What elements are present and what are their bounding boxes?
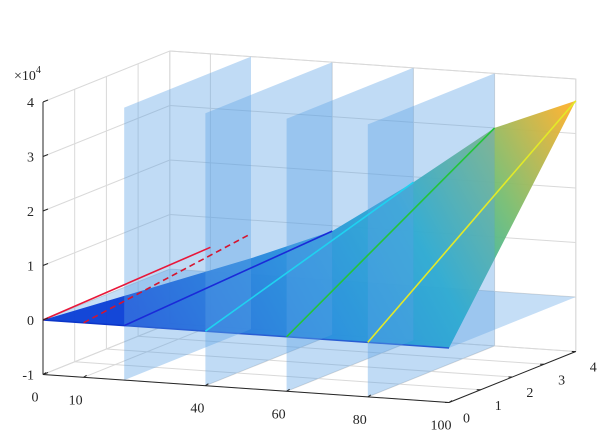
x-plane (286, 67, 414, 392)
x-tick-label: 80 (353, 413, 367, 428)
y-tick-label: 0 (463, 412, 470, 427)
z-tick-label: -1 (22, 369, 34, 384)
y-tick-label: 4 (590, 361, 597, 376)
z-tick-mark (42, 263, 49, 266)
x-plane (205, 62, 333, 386)
y-tick-label: 3 (558, 373, 565, 388)
grid-line-y (105, 76, 513, 378)
box-edge (169, 50, 577, 352)
front-planes (124, 56, 495, 397)
axes (42, 99, 576, 403)
grid-line-y (137, 63, 545, 365)
y-tick-label: 2 (526, 386, 533, 401)
x-tick-label: 10 (69, 393, 83, 408)
x-tick-mark (286, 388, 290, 392)
x-tick-mark (205, 383, 209, 387)
x-tick-label: 60 (272, 407, 286, 422)
x-plane (124, 56, 251, 381)
edge-line (367, 100, 577, 343)
x-tick-mark (448, 400, 453, 403)
z-tick-mark (42, 317, 49, 321)
z-tick-label: 2 (27, 205, 34, 220)
y-tick-label: 1 (495, 399, 502, 414)
edge-line (123, 230, 333, 327)
edge-line (83, 232, 252, 324)
z-tick-mark (42, 99, 49, 103)
edge-line (42, 246, 211, 321)
z-tick-label: 0 (27, 314, 34, 329)
x-axis (42, 374, 450, 403)
x-tick-mark (42, 372, 47, 375)
surface-patch (43, 100, 576, 348)
surface-front-edge (42, 319, 450, 349)
edge-lines (42, 100, 577, 343)
x-plane (367, 73, 495, 397)
x-tick-label: 40 (190, 402, 204, 417)
edge-line (286, 127, 496, 338)
edge-line (204, 181, 414, 332)
z-multiplier-label: ×104 (14, 65, 41, 84)
z-tick-mark (42, 208, 49, 212)
z-tick-label: 3 (27, 151, 34, 166)
x-tick-mark (367, 394, 372, 398)
grid-line-y (74, 89, 481, 391)
x-tick-label: 0 (32, 391, 39, 406)
z-tick-label: 1 (27, 260, 34, 275)
surface (42, 100, 576, 349)
z-tick-label: 4 (27, 96, 34, 111)
x-tick-label: 100 (431, 419, 452, 434)
z-tick-mark (42, 154, 49, 157)
x-tick-mark (83, 374, 87, 378)
